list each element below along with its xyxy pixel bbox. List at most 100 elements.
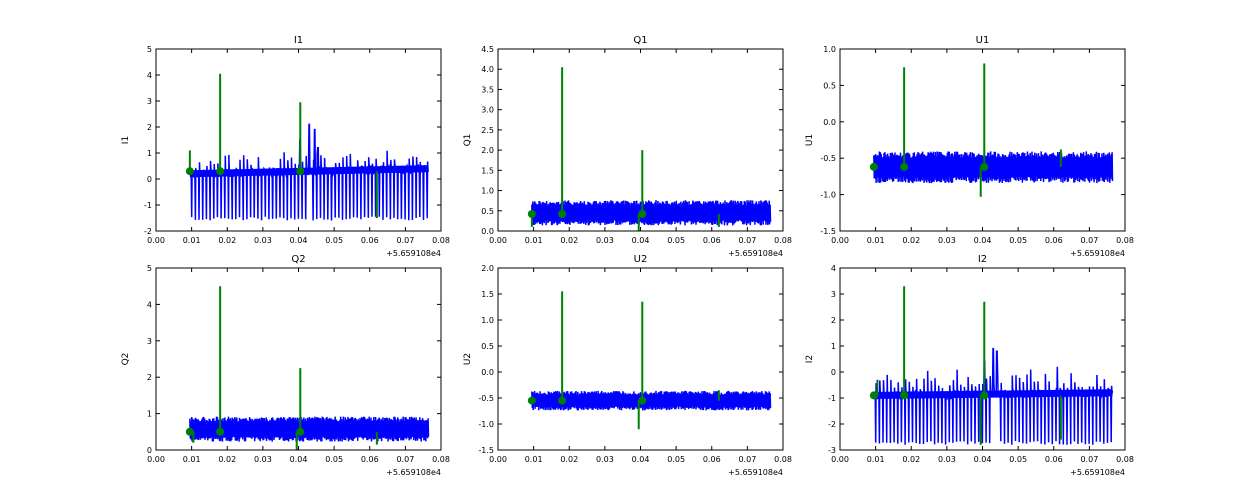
- x-tick-label: 0.01: [525, 236, 543, 245]
- x-tick-label: 0.04: [974, 236, 992, 245]
- x-tick-label: 0.07: [1080, 236, 1098, 245]
- x-tick-label: 0.02: [218, 455, 236, 464]
- x-tick-label: 0.06: [703, 455, 721, 464]
- plot-area: [869, 286, 1114, 445]
- y-tick-label: 2: [147, 373, 152, 382]
- y-tick-label: 2.0: [481, 146, 494, 155]
- x-tick-label: 0.02: [560, 455, 578, 464]
- y-axis-label: Q2: [121, 353, 131, 366]
- x-tick-label: 0.04: [290, 236, 308, 245]
- x-tick-label: 0.05: [667, 455, 685, 464]
- y-tick-label: 0.5: [823, 81, 836, 90]
- y-tick-label: 3: [831, 290, 836, 299]
- series-green-marker: [638, 210, 647, 219]
- series-green-marker: [900, 391, 909, 400]
- y-tick-label: 0.0: [481, 227, 494, 236]
- x-tick-label: 0.05: [667, 236, 685, 245]
- y-tick-label: 4.5: [481, 45, 494, 54]
- x-tick-label: 0.03: [938, 236, 956, 245]
- y-tick-label: -1.5: [820, 227, 836, 236]
- y-tick-label: -2: [828, 420, 836, 429]
- x-offset-label: +5.659108e4: [386, 468, 441, 477]
- y-tick-label: 4: [147, 300, 152, 309]
- x-offset-label: +5.659108e4: [1070, 249, 1125, 258]
- x-tick-label: 0.03: [254, 236, 272, 245]
- y-tick-label: 2: [831, 316, 836, 325]
- y-tick-label: 4.0: [481, 65, 494, 74]
- x-tick-label: 0.04: [974, 455, 992, 464]
- x-tick-label: 0.00: [147, 455, 165, 464]
- x-tick-label: 0.07: [1080, 455, 1098, 464]
- y-tick-label: 1.0: [481, 316, 494, 325]
- x-tick-label: 0.02: [902, 236, 920, 245]
- x-tick-label: 0.05: [325, 455, 343, 464]
- x-tick-label: 0.00: [489, 455, 507, 464]
- x-tick-label: 0.02: [560, 236, 578, 245]
- series-green-marker: [869, 391, 878, 400]
- x-tick-label: 0.04: [632, 236, 650, 245]
- y-tick-label: 0.0: [823, 118, 836, 127]
- y-axis-label: Q1: [463, 134, 473, 147]
- y-tick-label: 0: [147, 175, 152, 184]
- x-tick-label: 0.00: [489, 236, 507, 245]
- series-green-marker: [527, 210, 536, 219]
- y-tick-label: 1.0: [481, 187, 494, 196]
- x-tick-label: 0.07: [738, 236, 756, 245]
- x-tick-label: 0.03: [938, 455, 956, 464]
- y-tick-label: 2.5: [481, 126, 494, 135]
- plot-area: [185, 73, 429, 221]
- x-offset-label: +5.659108e4: [1070, 468, 1125, 477]
- y-tick-label: 3.0: [481, 106, 494, 115]
- x-tick-label: 0.05: [325, 236, 343, 245]
- x-tick-label: 0.07: [396, 236, 414, 245]
- x-tick-label: 0.03: [596, 455, 614, 464]
- y-tick-label: 5: [147, 45, 152, 54]
- y-tick-label: 5: [147, 264, 152, 273]
- x-tick-label: 0.01: [525, 455, 543, 464]
- y-tick-label: 3: [147, 337, 152, 346]
- y-tick-label: 4: [147, 71, 152, 80]
- y-tick-label: -2: [144, 227, 152, 236]
- y-axis-label: I1: [121, 136, 131, 144]
- y-tick-label: -0.5: [820, 154, 836, 163]
- plot-area: [869, 63, 1114, 197]
- y-tick-label: -3: [828, 446, 836, 455]
- y-axis-label: U2: [463, 353, 473, 365]
- y-axis-label: U1: [805, 134, 815, 146]
- series-blue-band: [189, 165, 429, 178]
- y-tick-label: 2.0: [481, 264, 494, 273]
- series-green-marker: [185, 427, 194, 436]
- x-tick-label: 0.00: [147, 236, 165, 245]
- plot-area: [185, 286, 430, 450]
- x-offset-label: +5.659108e4: [386, 249, 441, 258]
- y-tick-label: 1.5: [481, 290, 494, 299]
- x-tick-label: 0.03: [596, 236, 614, 245]
- series-green-marker: [558, 210, 567, 219]
- y-tick-label: 1: [147, 149, 152, 158]
- x-tick-label: 0.01: [183, 455, 201, 464]
- x-tick-label: 0.06: [361, 455, 379, 464]
- subplot-title: I2: [978, 254, 987, 265]
- x-tick-label: 0.05: [1009, 236, 1027, 245]
- x-tick-label: 0.07: [396, 455, 414, 464]
- y-tick-label: 1.0: [823, 45, 836, 54]
- y-tick-label: 0: [831, 368, 836, 377]
- x-tick-label: 0.04: [290, 455, 308, 464]
- x-tick-label: 0.00: [831, 236, 849, 245]
- subplot-title: Q2: [291, 254, 305, 265]
- series-green-marker: [900, 162, 909, 171]
- series-green-marker: [527, 396, 536, 405]
- y-axis-label: I2: [805, 355, 815, 363]
- axes-frame: [839, 48, 1126, 232]
- subplot-title: Q1: [633, 35, 647, 46]
- subplot-q2: Q2 Q2 0 1 2 3 4 5 0.00 0.01 0.02 0.03 0.04 0.05 0.06 0.…: [121, 254, 450, 477]
- series-green-marker: [185, 167, 194, 176]
- y-tick-label: 0.5: [481, 207, 494, 216]
- y-tick-label: 3.5: [481, 85, 494, 94]
- y-tick-label: 3: [147, 97, 152, 106]
- x-tick-label: 0.01: [867, 455, 885, 464]
- y-tick-label: -1.0: [478, 420, 494, 429]
- y-tick-label: 0.0: [481, 368, 494, 377]
- x-tick-label: 0.08: [1116, 455, 1134, 464]
